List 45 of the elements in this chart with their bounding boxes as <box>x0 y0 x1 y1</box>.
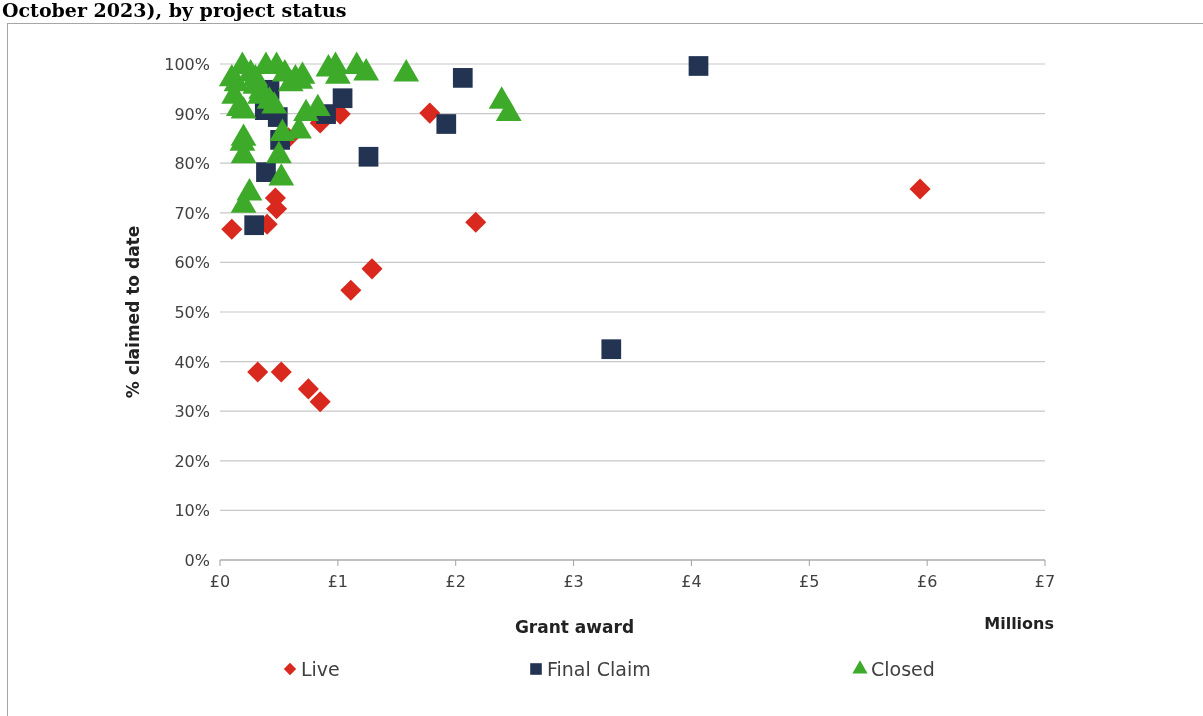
point <box>495 98 522 122</box>
y-tick-label: 20% <box>174 451 210 471</box>
y-tick-label: 70% <box>174 203 210 223</box>
point <box>297 378 319 400</box>
x-tick-label: £6 <box>916 572 938 591</box>
point <box>270 361 292 383</box>
y-axis-title: % claimed to date <box>123 225 143 399</box>
y-tick-label: 50% <box>174 303 210 322</box>
x-tick-label: £5 <box>799 572 820 591</box>
y-tick-label: 100% <box>164 55 210 74</box>
y-tick-label: 10% <box>174 501 210 521</box>
text: Millions <box>984 614 1054 633</box>
legend-label: Closed <box>871 658 935 680</box>
y-tick-label: 30% <box>174 402 210 422</box>
point <box>277 68 304 92</box>
y-tick-label: 60% <box>174 253 210 273</box>
chart-title: October 2023), by project status <box>2 0 347 21</box>
point <box>465 211 487 233</box>
point <box>269 118 296 141</box>
point <box>247 361 269 383</box>
legend-label: Live <box>301 658 340 680</box>
y-tick-label: 90% <box>174 104 210 124</box>
x-tick-label: £0 <box>209 572 231 591</box>
x-tick-label: £7 <box>1034 572 1056 591</box>
point <box>266 140 292 164</box>
x-axis-title: Grant award <box>514 617 635 637</box>
point <box>268 163 295 186</box>
x-tick-label: £3 <box>563 572 584 591</box>
point <box>309 391 331 413</box>
point <box>361 258 383 280</box>
point <box>230 96 257 119</box>
point <box>261 91 288 114</box>
y-tick-label: 80% <box>174 154 210 174</box>
legend-label: Final Claim <box>547 658 651 680</box>
x-tick-label: £1 <box>327 572 349 591</box>
point <box>393 59 420 82</box>
point <box>221 218 243 240</box>
point <box>601 339 622 360</box>
point <box>353 58 380 81</box>
y-tick-label: 0% <box>184 551 210 570</box>
x-tick-label: £4 <box>681 572 702 591</box>
point <box>242 63 269 87</box>
x-tick-label: £2 <box>445 572 466 591</box>
y-tick-label: 40% <box>174 352 210 372</box>
point <box>340 279 362 301</box>
